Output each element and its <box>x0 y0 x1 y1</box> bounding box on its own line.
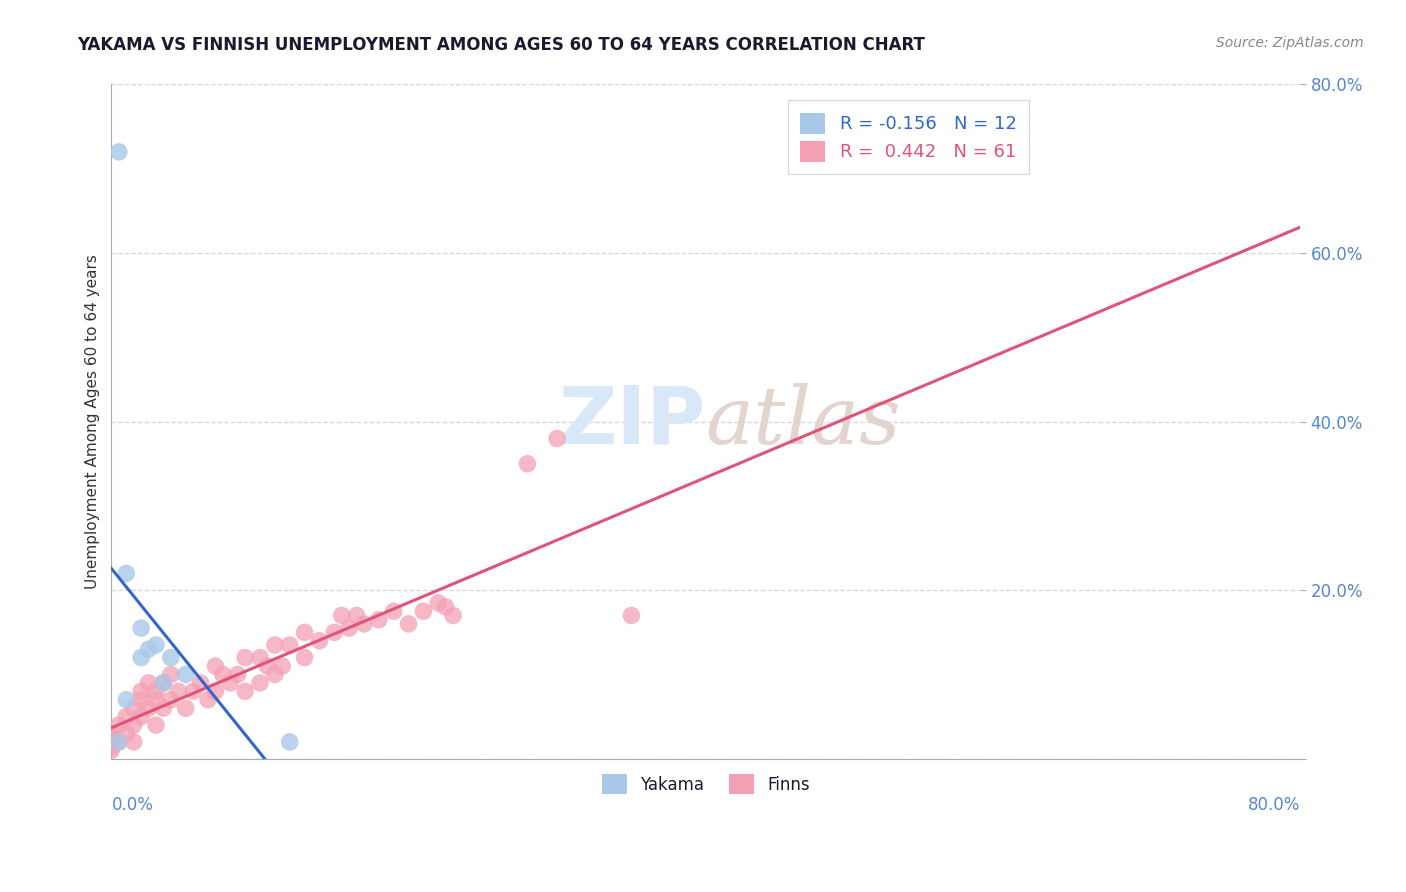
Point <box>145 718 167 732</box>
Point <box>108 145 131 159</box>
Point <box>115 693 138 707</box>
Text: YAKAMA VS FINNISH UNEMPLOYMENT AMONG AGES 60 TO 64 YEARS CORRELATION CHART: YAKAMA VS FINNISH UNEMPLOYMENT AMONG AGE… <box>77 36 925 54</box>
Point <box>197 693 219 707</box>
Point <box>152 676 174 690</box>
Point <box>546 432 568 446</box>
Point <box>204 684 226 698</box>
Point <box>382 604 405 618</box>
Point <box>211 667 233 681</box>
Point <box>108 735 131 749</box>
Point <box>129 621 152 635</box>
Point <box>323 625 346 640</box>
Point <box>233 684 256 698</box>
Point <box>160 650 183 665</box>
Point <box>249 650 271 665</box>
Text: ZIP: ZIP <box>558 383 706 460</box>
Point <box>204 659 226 673</box>
Point <box>108 718 131 732</box>
Point <box>367 613 389 627</box>
Text: 0.0%: 0.0% <box>111 796 153 814</box>
Point <box>152 701 174 715</box>
Point <box>100 743 122 757</box>
Point <box>233 650 256 665</box>
Point <box>181 684 204 698</box>
Y-axis label: Unemployment Among Ages 60 to 64 years: Unemployment Among Ages 60 to 64 years <box>86 254 100 589</box>
Point <box>129 650 152 665</box>
Point <box>160 693 183 707</box>
Point <box>427 596 450 610</box>
Point <box>100 735 122 749</box>
Point <box>330 608 353 623</box>
Point <box>138 701 160 715</box>
Point <box>115 726 138 740</box>
Point <box>434 600 457 615</box>
Point <box>138 642 160 657</box>
Point <box>346 608 368 623</box>
Point <box>115 709 138 723</box>
Point <box>145 693 167 707</box>
Point <box>115 566 138 581</box>
Text: atlas: atlas <box>706 383 901 460</box>
Point <box>129 709 152 723</box>
Point <box>160 667 183 681</box>
Point <box>294 625 316 640</box>
Point <box>226 667 249 681</box>
Point <box>145 638 167 652</box>
Point <box>398 616 420 631</box>
Point <box>278 638 301 652</box>
Point <box>353 616 375 631</box>
Point <box>278 735 301 749</box>
Point <box>108 735 131 749</box>
Point <box>152 676 174 690</box>
Point <box>294 650 316 665</box>
Point <box>308 633 330 648</box>
Point <box>145 684 167 698</box>
Point <box>122 735 145 749</box>
Text: Source: ZipAtlas.com: Source: ZipAtlas.com <box>1216 36 1364 50</box>
Point <box>620 608 643 623</box>
Point <box>122 718 145 732</box>
Point <box>412 604 434 618</box>
Point <box>174 701 197 715</box>
Point <box>122 701 145 715</box>
Point <box>263 667 285 681</box>
Point <box>100 726 122 740</box>
Legend: Yakama, Finns: Yakama, Finns <box>595 767 817 801</box>
Point <box>263 638 285 652</box>
Text: 80.0%: 80.0% <box>1247 796 1301 814</box>
Point <box>219 676 242 690</box>
Point <box>100 731 122 745</box>
Point <box>129 684 152 698</box>
Point <box>100 739 122 753</box>
Point <box>337 621 360 635</box>
Point <box>190 676 212 690</box>
Point <box>516 457 538 471</box>
Point <box>138 676 160 690</box>
Point <box>271 659 294 673</box>
Point <box>249 676 271 690</box>
Point <box>167 684 190 698</box>
Point <box>174 667 197 681</box>
Point <box>441 608 464 623</box>
Point <box>129 693 152 707</box>
Point <box>256 659 278 673</box>
